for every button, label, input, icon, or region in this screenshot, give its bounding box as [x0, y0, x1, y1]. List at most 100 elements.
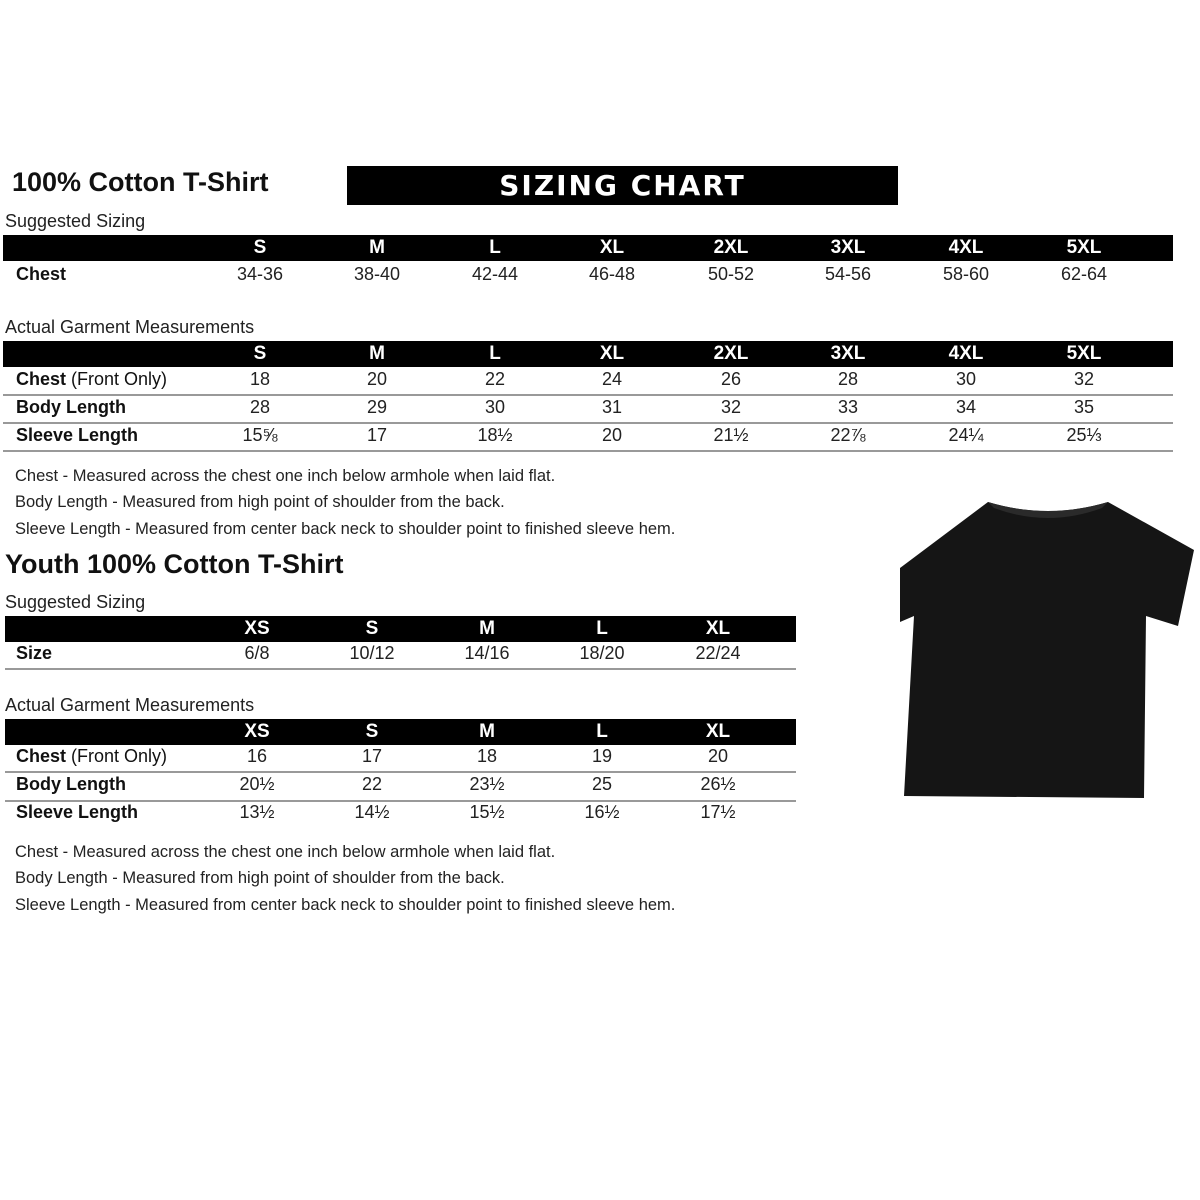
youth-suggested-cell: 10/12 — [349, 643, 395, 663]
size-header: S — [365, 721, 379, 742]
youth-actual-cell: 13½ — [239, 802, 275, 822]
youth-actual-cell: 19 — [591, 746, 613, 766]
size-header: M — [479, 721, 495, 742]
youth-actual-cell: 14½ — [354, 802, 390, 822]
adult-actual-cell: 28 — [837, 369, 859, 389]
adult-actual-row-label: Sleeve Length — [16, 425, 138, 446]
adult-actual-cell: 15⅝ — [242, 425, 278, 445]
youth-actual-row-label: Sleeve Length — [16, 802, 138, 823]
youth-actual-cell: 16 — [246, 746, 268, 766]
adult-actual-cell: 18½ — [477, 425, 513, 445]
adult-actual-label: Actual Garment Measurements — [5, 317, 255, 337]
adult-actual-row-label: Body Length — [16, 397, 126, 418]
row-divider — [5, 668, 796, 670]
size-header: 4XL — [948, 343, 984, 364]
adult-suggested-cell: 58-60 — [942, 264, 990, 284]
youth-note: Chest - Measured across the chest one in… — [15, 843, 556, 861]
adult-actual-row-label: Chest (Front Only) — [16, 369, 167, 390]
row-label-text: Sleeve Length — [16, 802, 139, 822]
size-header: XL — [599, 237, 625, 258]
row-label-text: Chest — [16, 369, 67, 389]
youth-suggested-row-label: Size — [16, 643, 52, 664]
row-label-text: Chest — [16, 746, 67, 766]
youth-actual-cell: 22 — [361, 774, 383, 794]
size-header: L — [489, 343, 501, 364]
size-header: S — [365, 618, 379, 639]
adult-actual-cell: 20 — [366, 369, 388, 389]
youth-suggested-label: Suggested Sizing — [5, 592, 146, 612]
row-label-text: Chest — [16, 264, 67, 284]
size-header: M — [369, 343, 385, 364]
youth-actual-cell: 15½ — [469, 802, 505, 822]
youth-suggested-cell: 18/20 — [579, 643, 625, 663]
size-header: S — [253, 343, 267, 364]
adult-actual-cell: 21½ — [713, 425, 749, 445]
youth-actual-row-label: Body Length — [16, 774, 126, 795]
size-header: XL — [705, 721, 731, 742]
adult-suggested-cell: 42-44 — [471, 264, 519, 284]
row-divider — [5, 771, 796, 773]
youth-actual-cell: 16½ — [584, 802, 620, 822]
adult-actual-cell: 30 — [484, 397, 506, 417]
adult-suggested-label: Suggested Sizing — [5, 211, 146, 231]
size-header: L — [596, 618, 608, 639]
youth-actual-cell: 18 — [476, 746, 498, 766]
size-header: S — [253, 237, 267, 258]
size-header: 4XL — [948, 237, 984, 258]
adult-suggested-cell: 46-48 — [588, 264, 636, 284]
youth-actual-row-label: Chest (Front Only) — [16, 746, 167, 767]
size-header: M — [369, 237, 385, 258]
adult-actual-header-row: S M L XL 2XL 3XL 4XL 5XL — [3, 341, 1173, 367]
adult-actual-cell: 24¼ — [948, 425, 984, 445]
t-shirt-image — [900, 502, 1194, 798]
adult-actual-cell: 33 — [837, 397, 859, 417]
size-header: XL — [705, 618, 731, 639]
adult-actual-cell: 22⅞ — [830, 425, 866, 445]
size-header: 5XL — [1066, 237, 1102, 258]
adult-actual-cell: 26 — [720, 369, 742, 389]
adult-actual-cell: 28 — [249, 397, 271, 417]
row-divider — [3, 450, 1173, 452]
youth-actual-cell: 17 — [361, 746, 383, 766]
adult-suggested-row-label: Chest — [16, 264, 66, 285]
youth-actual-cell: 26½ — [700, 774, 736, 794]
youth-actual-cell: 23½ — [469, 774, 505, 794]
size-header: XS — [244, 618, 270, 639]
size-header: 2XL — [713, 237, 749, 258]
row-label-text: Body Length — [16, 774, 126, 794]
row-label-text: Size — [16, 643, 53, 663]
adult-note: Chest - Measured across the chest one in… — [15, 467, 556, 485]
size-header: M — [479, 618, 495, 639]
adult-suggested-cell: 38-40 — [353, 264, 401, 284]
youth-actual-cell: 20 — [707, 746, 729, 766]
youth-actual-header-row: XS S M L XL — [5, 719, 796, 745]
adult-actual-cell: 35 — [1073, 397, 1095, 417]
adult-suggested-cell: 34-36 — [236, 264, 284, 284]
row-divider — [3, 394, 1173, 396]
adult-suggested-cell: 50-52 — [707, 264, 755, 284]
row-label-suffix: (Front Only) — [66, 369, 168, 389]
adult-actual-cell: 34 — [955, 397, 977, 417]
adult-actual-cell: 32 — [1073, 369, 1095, 389]
size-header: XS — [244, 721, 270, 742]
row-label-text: Sleeve Length — [16, 425, 139, 445]
adult-suggested-cell: 62-64 — [1060, 264, 1108, 284]
row-divider — [3, 422, 1173, 424]
adult-title: 100% Cotton T-Shirt — [12, 167, 269, 197]
youth-actual-cell: 17½ — [700, 802, 736, 822]
youth-actual-cell: 20½ — [239, 774, 275, 794]
row-divider — [5, 800, 796, 802]
youth-title: Youth 100% Cotton T-Shirt — [5, 549, 344, 579]
sizing-chart-banner: SIZING CHART — [347, 166, 898, 205]
youth-suggested-header-row: XS S M L XL — [5, 616, 796, 642]
adult-actual-cell: 17 — [366, 425, 388, 445]
youth-suggested-cell: 6/8 — [244, 643, 270, 663]
row-label-text: Body Length — [16, 397, 126, 417]
size-header: 3XL — [830, 343, 866, 364]
adult-suggested-header-row: S M L XL 2XL 3XL 4XL 5XL — [3, 235, 1173, 261]
size-header: 2XL — [713, 343, 749, 364]
adult-actual-cell: 30 — [955, 369, 977, 389]
size-header: XL — [599, 343, 625, 364]
youth-note: Sleeve Length - Measured from center bac… — [15, 896, 676, 914]
adult-actual-cell: 32 — [720, 397, 742, 417]
